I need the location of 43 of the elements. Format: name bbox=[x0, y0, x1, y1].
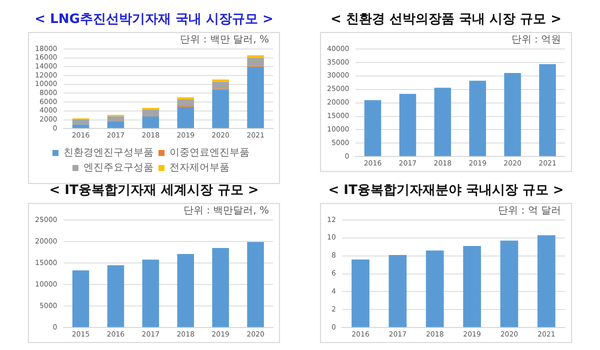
bar bbox=[247, 66, 264, 128]
bar bbox=[107, 122, 124, 128]
bar bbox=[212, 90, 229, 128]
bar bbox=[212, 248, 229, 328]
bar bbox=[212, 82, 229, 89]
text: 단위 : 백만 달러, % bbox=[180, 34, 269, 46]
bar bbox=[177, 254, 194, 328]
text: 단위 : 백만달러, % bbox=[183, 206, 269, 217]
bar bbox=[177, 106, 194, 128]
chart-title: < IT융복합기자재분야 국내시장 규모 > bbox=[328, 182, 564, 199]
bar bbox=[142, 260, 160, 328]
chart-title: < LNG추진선박기자재 국내 시장규모 > bbox=[34, 11, 274, 28]
bar bbox=[177, 99, 194, 106]
chart-title: < IT융복합기자재 세계시장 규모 > bbox=[49, 182, 259, 199]
bar bbox=[388, 254, 407, 328]
bar bbox=[463, 246, 481, 328]
bar bbox=[107, 116, 124, 122]
bar bbox=[107, 265, 124, 328]
bar bbox=[434, 88, 452, 156]
legend-label: 엔진주요구성품 bbox=[84, 162, 154, 174]
text: 단위 : 억 달러 bbox=[498, 206, 561, 217]
bar bbox=[399, 94, 416, 156]
bar bbox=[247, 55, 264, 58]
bar bbox=[72, 270, 90, 328]
bar bbox=[352, 259, 370, 328]
legend-label: 친환경엔진구성부품 bbox=[64, 148, 154, 159]
bar bbox=[364, 100, 382, 156]
bar bbox=[469, 80, 486, 156]
bar bbox=[504, 72, 521, 156]
bar bbox=[72, 124, 90, 128]
text: 단위 : 억원 bbox=[511, 34, 561, 46]
chart-title: < 친환경 선박의장품 국내 시장 규모 > bbox=[330, 11, 562, 28]
bar bbox=[500, 240, 518, 328]
legend-label: 이중연료엔진부품 bbox=[170, 148, 250, 159]
bar bbox=[72, 119, 90, 125]
bar bbox=[142, 110, 160, 116]
bar bbox=[142, 116, 160, 128]
bar bbox=[539, 64, 556, 156]
bar bbox=[426, 250, 444, 328]
bar bbox=[247, 58, 264, 66]
bar bbox=[247, 242, 264, 328]
legend-label: 전자제어부품 bbox=[170, 162, 230, 174]
bar bbox=[537, 235, 556, 328]
